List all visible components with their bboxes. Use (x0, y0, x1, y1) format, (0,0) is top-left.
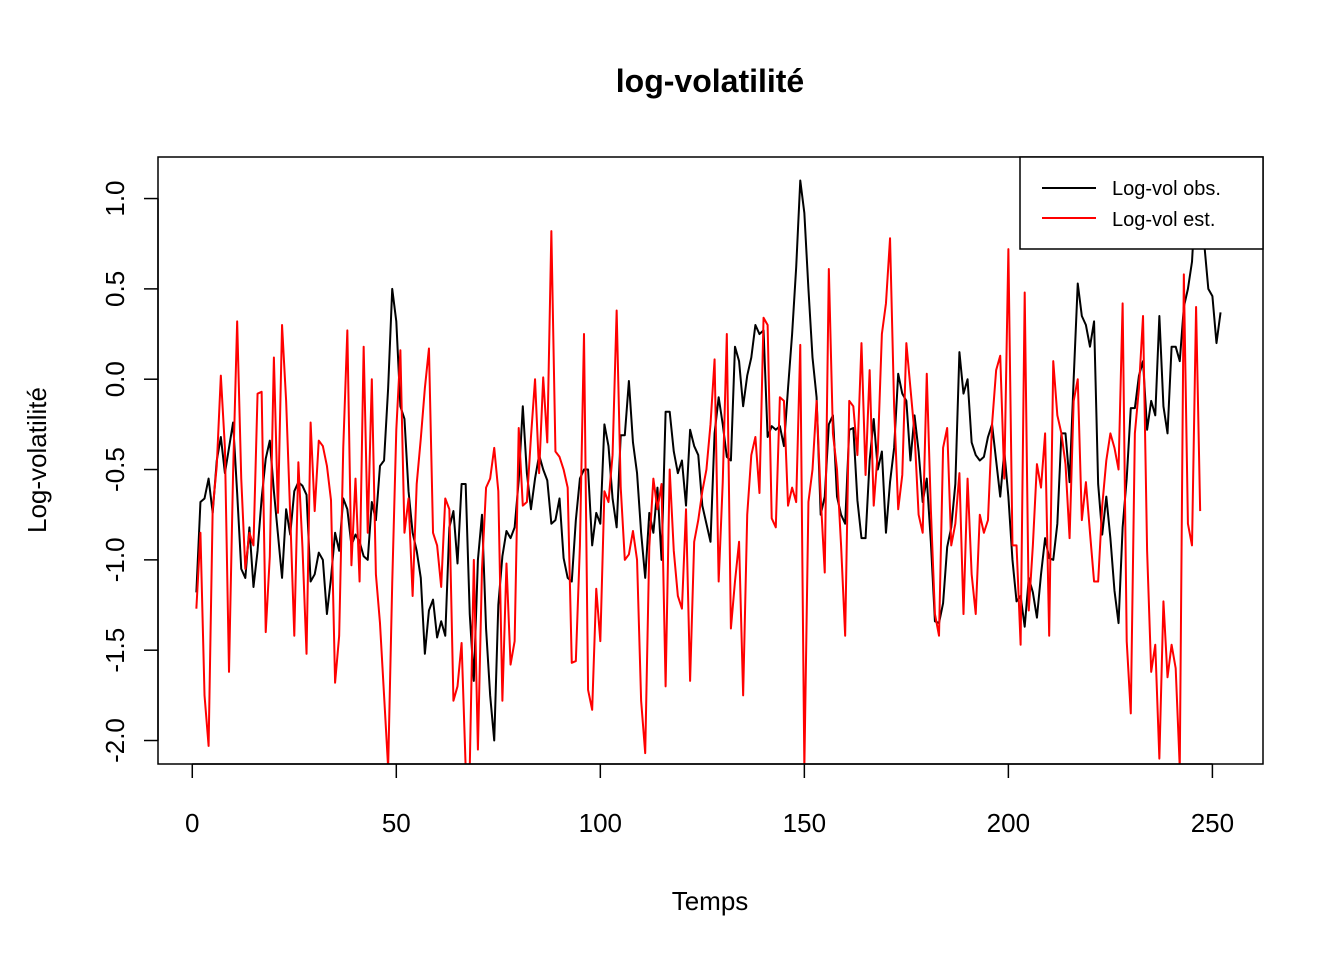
y-tick-label: -1.0 (100, 537, 130, 582)
x-tick-label: 50 (382, 808, 411, 838)
y-tick-label: 1.0 (100, 180, 130, 216)
x-tick-label: 150 (783, 808, 826, 838)
x-axis-label: Temps (672, 886, 749, 916)
legend-box (1019, 156, 1264, 250)
y-tick-label: -1.5 (100, 628, 130, 673)
x-axis: 0 50 100 150 200 250 (185, 763, 1234, 838)
y-tick-label: 0.0 (100, 361, 130, 397)
series-layer (195, 179, 1222, 764)
y-tick-label: -2.0 (100, 718, 130, 763)
x-tick-label: 250 (1191, 808, 1234, 838)
chart-title: log-volatilité (616, 63, 804, 99)
x-tick-label: 200 (987, 808, 1030, 838)
x-tick-label: 0 (185, 808, 199, 838)
y-tick-label: 0.5 (100, 271, 130, 307)
x-tick-label: 100 (579, 808, 622, 838)
legend-label-log-vol-est: Log-vol est. (1112, 209, 1215, 231)
y-axis-label: Log-volatilité (22, 387, 52, 533)
y-axis: -2.0 -1.5 -1.0 -0.5 0.0 0.5 1.0 (100, 180, 159, 763)
legend-label-log-vol-obs: Log-vol obs. (1112, 178, 1221, 200)
legend: Log-vol obs. Log-vol est. (1019, 156, 1264, 250)
y-tick-label: -0.5 (100, 447, 130, 492)
series-line-log-vol-est (195, 230, 1202, 764)
